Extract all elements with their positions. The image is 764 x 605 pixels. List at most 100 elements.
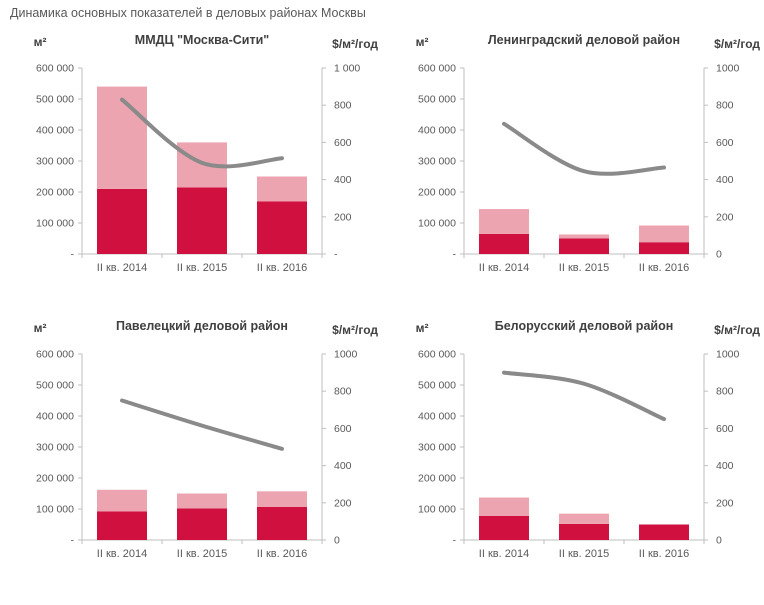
left-axis-unit-label: м² — [34, 321, 47, 335]
left-axis-tick-label: 400 000 — [36, 411, 74, 423]
right-axis-tick-label: 400 — [716, 460, 734, 472]
chart-title: Павелецкий деловой район — [116, 319, 288, 333]
chart-canvas: м² Павелецкий деловой район $/м²/год 600 00… — [34, 319, 379, 560]
page-title: Динамика основных показателей в деловых … — [10, 6, 366, 20]
bar-lower-segment — [639, 242, 689, 254]
left-axis-tick-label: 600 000 — [418, 349, 456, 361]
left-axis-tick-label: 100 000 — [36, 504, 74, 516]
right-axis-tick-label: 600 — [716, 137, 734, 149]
category-label: II кв. 2016 — [257, 262, 307, 274]
category-label: II кв. 2014 — [479, 262, 529, 274]
category-label: II кв. 2014 — [479, 548, 529, 560]
right-axis-tick-label: 200 — [716, 211, 734, 223]
bar-lower-segment — [257, 506, 307, 540]
chart-title: ММДЦ "Москва-Сити" — [135, 33, 270, 47]
left-axis-tick-label: 400 000 — [418, 125, 456, 137]
right-axis-tick-label: 0 — [334, 535, 340, 547]
left-axis-tick-label: 500 000 — [36, 94, 74, 106]
left-axis-unit-label: м² — [416, 321, 429, 335]
rate-line — [120, 97, 284, 169]
right-axis-tick-label: 400 — [716, 174, 734, 186]
left-axis-tick-label: 200 000 — [418, 187, 456, 199]
bar-lower-segment — [97, 188, 147, 254]
left-axis-tick-label: 200 000 — [36, 187, 74, 199]
right-axis-tick-label: 600 — [334, 137, 352, 149]
left-axis-unit-label: м² — [416, 35, 429, 49]
bar-lower-segment — [639, 524, 689, 540]
right-axis-tick-label: 800 — [716, 386, 734, 398]
category-label: II кв. 2016 — [257, 548, 307, 560]
chart-canvas: м² Ленинградский деловой район $/м²/год 600… — [416, 33, 761, 274]
category-label: II кв. 2015 — [177, 262, 227, 274]
left-axis-tick-label: 500 000 — [36, 380, 74, 392]
bar-lower-segment — [177, 508, 227, 540]
left-axis-tick-label: 100 000 — [418, 218, 456, 230]
right-axis-tick-label: 1000 — [716, 63, 740, 75]
right-axis-tick-label: 1000 — [716, 349, 740, 361]
category-label: II кв. 2015 — [177, 548, 227, 560]
left-axis-tick-label: 300 000 — [418, 156, 456, 168]
right-axis-tick-label: 400 — [334, 460, 352, 472]
bar-upper-segment — [479, 209, 529, 234]
category-label: II кв. 2016 — [639, 548, 689, 560]
category-label: II кв. 2015 — [559, 548, 609, 560]
left-axis-tick-label: - — [71, 535, 75, 547]
left-axis-tick-label: - — [453, 249, 457, 261]
left-axis-tick-label: - — [71, 249, 75, 261]
right-axis-unit-label: $/м²/год — [332, 37, 378, 51]
left-axis-tick-label: 300 000 — [36, 442, 74, 454]
left-axis-tick-label: 400 000 — [418, 411, 456, 423]
left-axis-tick-label: 600 000 — [418, 63, 456, 75]
chart-canvas: м² Белорусский деловой район $/м²/год 600 0… — [416, 319, 761, 560]
right-axis-tick-label: 800 — [716, 100, 734, 112]
right-axis-unit-label: $/м²/год — [714, 37, 760, 51]
bar-upper-segment — [97, 86, 147, 189]
right-axis-tick-label: 800 — [334, 386, 352, 398]
right-axis-tick-label: 600 — [716, 423, 734, 435]
right-axis-tick-label: 600 — [334, 423, 352, 435]
right-axis-tick-label: 400 — [334, 174, 352, 186]
chart-title: Белорусский деловой район — [495, 319, 674, 333]
rate-line — [502, 370, 666, 422]
right-axis-tick-label: - — [334, 249, 338, 261]
bar-lower-segment — [257, 201, 307, 254]
left-axis-tick-label: 600 000 — [36, 63, 74, 75]
rate-line — [502, 121, 666, 176]
right-axis-tick-label: 0 — [716, 249, 722, 261]
bar-lower-segment — [559, 523, 609, 540]
left-axis-tick-label: 400 000 — [36, 125, 74, 137]
category-label: II кв. 2016 — [639, 262, 689, 274]
left-axis-tick-label: 200 000 — [418, 473, 456, 485]
bar-upper-segment — [97, 489, 147, 512]
left-axis-tick-label: 600 000 — [36, 349, 74, 361]
rate-line — [120, 398, 284, 451]
left-axis-tick-label: 300 000 — [36, 156, 74, 168]
right-axis-tick-label: 200 — [334, 211, 352, 223]
right-axis-tick-label: 1 000 — [334, 63, 360, 75]
left-axis-unit-label: м² — [34, 35, 47, 49]
right-axis-unit-label: $/м²/год — [332, 323, 378, 337]
chart-belorussky-district: м² Белорусский деловой район $/м²/год 600 0… — [386, 314, 762, 592]
category-label: II кв. 2014 — [97, 548, 147, 560]
right-axis-tick-label: 200 — [334, 497, 352, 509]
chart-paveletsky-district: м² Павелецкий деловой район $/м²/год 600 00… — [4, 314, 380, 592]
bar-upper-segment — [559, 513, 609, 524]
bar-lower-segment — [479, 233, 529, 254]
chart-title: Ленинградский деловой район — [488, 33, 680, 47]
right-axis-tick-label: 200 — [716, 497, 734, 509]
left-axis-tick-label: 100 000 — [418, 504, 456, 516]
right-axis-tick-label: 0 — [716, 535, 722, 547]
left-axis-tick-label: - — [453, 535, 457, 547]
bar-upper-segment — [639, 225, 689, 243]
right-axis-tick-label: 1000 — [334, 349, 358, 361]
bar-upper-segment — [257, 176, 307, 202]
bar-lower-segment — [97, 511, 147, 540]
left-axis-tick-label: 200 000 — [36, 473, 74, 485]
category-label: II кв. 2014 — [97, 262, 147, 274]
left-axis-tick-label: 500 000 — [418, 380, 456, 392]
left-axis-tick-label: 500 000 — [418, 94, 456, 106]
chart-canvas: м² ММДЦ "Москва-Сити" $/м²/год 600 000 500 0… — [34, 33, 379, 274]
right-axis-tick-label: 800 — [334, 100, 352, 112]
